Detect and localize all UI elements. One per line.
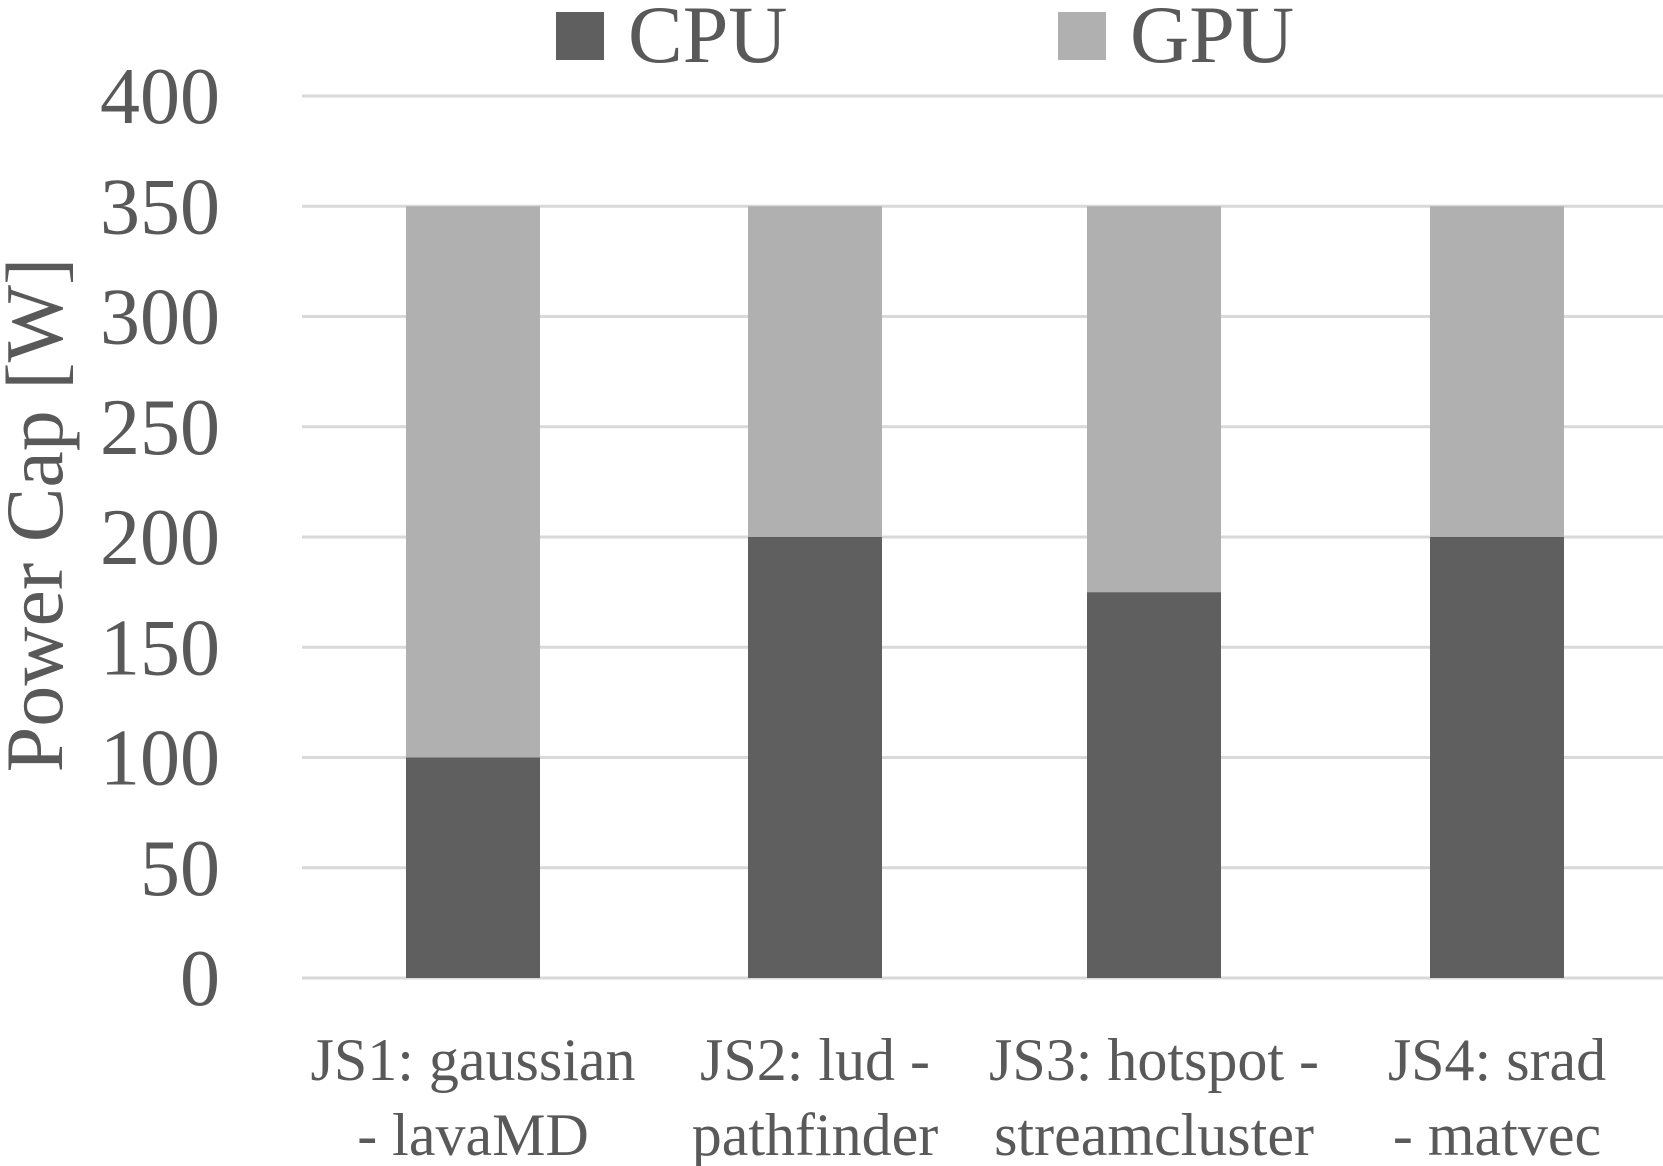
- bar-cpu-4: [1430, 537, 1564, 978]
- legend-label-gpu: GPU: [1130, 0, 1294, 80]
- legend-label-cpu: CPU: [628, 0, 788, 80]
- x-tick-label: pathfinder: [692, 1102, 939, 1166]
- x-tick-label: JS3: hotspot -: [989, 1027, 1319, 1093]
- x-tick-label: - matvec: [1393, 1102, 1601, 1166]
- legend-swatch-cpu: [556, 12, 604, 60]
- y-tick-label: 50: [140, 825, 220, 913]
- x-tick-label: JS4: srad: [1388, 1027, 1606, 1093]
- x-tick-label: streamcluster: [994, 1102, 1314, 1166]
- bar-gpu-4: [1430, 206, 1564, 537]
- x-tick-label: JS1: gaussian: [310, 1027, 635, 1093]
- y-tick-label: 250: [100, 384, 220, 472]
- x-axis-tick-labels: JS1: gaussian - lavaMD JS2: lud - pathfinde…: [310, 1027, 1606, 1166]
- y-tick-label: 0: [180, 935, 220, 1023]
- legend: CPU GPU: [556, 0, 1294, 80]
- x-tick-label: - lavaMD: [357, 1102, 589, 1166]
- y-tick-label: 200: [100, 494, 220, 582]
- y-axis-label: Power Cap [W]: [0, 258, 80, 773]
- y-tick-label: 350: [100, 163, 220, 251]
- y-tick-label: 150: [100, 604, 220, 692]
- y-axis-tick-labels: 0 50 100 150 200 250 300 350 400: [100, 53, 220, 1023]
- bar-cpu-3: [1087, 592, 1221, 978]
- y-tick-label: 300: [100, 274, 220, 362]
- x-tick-label: JS2: lud -: [700, 1027, 930, 1093]
- bar-cpu-2: [748, 537, 882, 978]
- bar-gpu-1: [406, 206, 540, 758]
- bar-gpu-3: [1087, 206, 1221, 593]
- y-tick-label: 400: [100, 53, 220, 141]
- bar-gpu-2: [748, 206, 882, 537]
- bar-cpu-1: [406, 757, 540, 978]
- y-tick-label: 100: [100, 715, 220, 803]
- legend-swatch-gpu: [1058, 12, 1106, 60]
- bars: [406, 206, 1564, 978]
